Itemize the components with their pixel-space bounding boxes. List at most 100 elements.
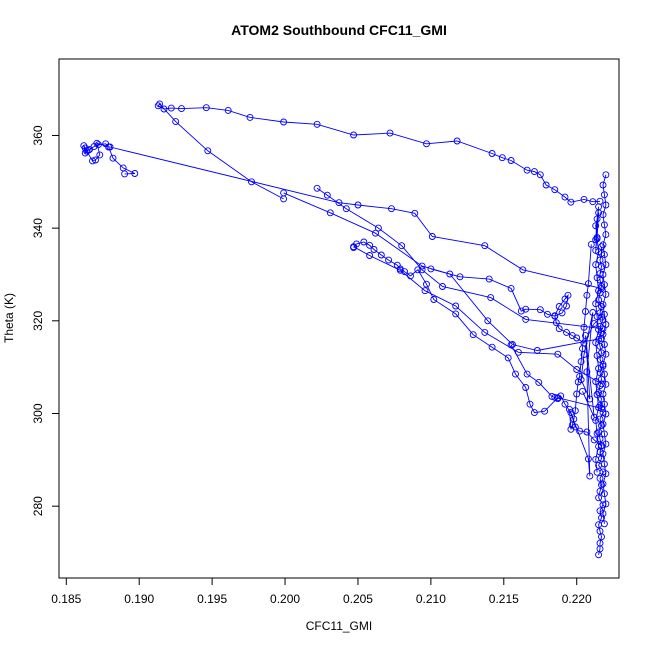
y-tick-label: 320 xyxy=(31,310,45,330)
data-point xyxy=(202,104,210,112)
data-point xyxy=(485,275,493,283)
data-point xyxy=(596,342,604,350)
data-point xyxy=(427,265,435,273)
data-point xyxy=(557,392,565,400)
x-tick-label: 0.220 xyxy=(562,592,592,606)
data-point xyxy=(582,332,589,340)
data-point xyxy=(596,527,604,535)
data-point xyxy=(596,474,604,482)
data-point xyxy=(598,334,605,342)
series-12 xyxy=(565,240,598,480)
data-point xyxy=(93,139,101,147)
data-point xyxy=(83,147,91,155)
data-point xyxy=(577,358,585,366)
series-1 xyxy=(154,100,604,206)
data-point xyxy=(428,233,436,240)
data-point xyxy=(600,430,608,438)
data-point xyxy=(89,157,96,165)
data-point xyxy=(573,390,581,398)
data-point xyxy=(602,470,610,478)
data-point xyxy=(350,131,358,139)
data-point xyxy=(600,520,608,528)
data-point xyxy=(579,387,586,395)
data-point xyxy=(602,201,610,209)
data-point xyxy=(600,281,608,289)
data-point xyxy=(592,261,600,269)
series-8 xyxy=(507,341,605,450)
data-point xyxy=(576,427,584,435)
data-point xyxy=(568,421,576,429)
data-point xyxy=(582,308,589,315)
data-point xyxy=(595,326,603,334)
data-point xyxy=(172,118,180,126)
data-point xyxy=(421,287,429,295)
x-tick-label: 0.185 xyxy=(51,592,81,606)
data-point xyxy=(398,242,406,250)
data-point xyxy=(452,310,460,318)
data-point xyxy=(599,241,607,249)
data-point xyxy=(592,222,600,230)
data-point xyxy=(592,339,600,347)
data-point xyxy=(418,266,426,274)
data-point xyxy=(154,102,162,110)
data-point xyxy=(580,351,588,359)
data-point xyxy=(481,328,489,336)
x-tick-label: 0.205 xyxy=(343,592,373,606)
x-tick-label: 0.215 xyxy=(489,592,519,606)
data-point xyxy=(507,157,515,164)
data-point xyxy=(598,395,605,403)
data-point xyxy=(246,113,254,121)
data-point xyxy=(596,539,604,547)
y-axis-label: Theta (K) xyxy=(2,293,16,343)
data-point xyxy=(599,450,607,458)
data-point xyxy=(160,105,168,113)
data-point xyxy=(596,369,604,377)
data-point xyxy=(507,341,515,349)
data-point xyxy=(602,231,610,239)
data-point xyxy=(558,309,566,317)
data-point xyxy=(561,193,569,201)
data-point xyxy=(592,246,600,254)
data-point xyxy=(600,221,608,229)
data-point xyxy=(602,171,610,179)
data-point xyxy=(593,429,601,437)
data-point xyxy=(602,440,610,448)
data-point xyxy=(595,389,603,397)
data-point xyxy=(504,354,512,362)
data-point xyxy=(386,129,394,137)
data-point xyxy=(385,256,393,264)
data-point xyxy=(407,272,414,280)
data-point xyxy=(595,287,603,295)
data-point xyxy=(167,104,175,112)
series-line xyxy=(353,246,602,385)
y-tick-label: 340 xyxy=(31,218,45,238)
data-point xyxy=(599,480,607,488)
data-point xyxy=(599,211,607,219)
data-point xyxy=(517,307,525,315)
data-point xyxy=(522,305,530,313)
data-point xyxy=(102,140,110,148)
data-point xyxy=(595,494,603,502)
data-point xyxy=(600,400,608,408)
data-point xyxy=(372,229,379,237)
data-point xyxy=(131,170,139,177)
data-point xyxy=(370,246,378,253)
data-point xyxy=(522,384,530,391)
data-point xyxy=(530,168,538,176)
data-point xyxy=(366,241,374,249)
data-point xyxy=(593,274,601,282)
data-point xyxy=(567,425,575,433)
data-point xyxy=(598,481,605,489)
data-point xyxy=(326,209,334,217)
series-line xyxy=(602,174,607,524)
data-point xyxy=(536,306,544,314)
data-point xyxy=(430,296,438,303)
x-tick-label: 0.190 xyxy=(124,592,154,606)
data-point xyxy=(81,149,89,157)
data-point xyxy=(526,400,534,408)
data-point xyxy=(92,156,99,164)
series-layer xyxy=(80,100,610,559)
data-point xyxy=(599,360,607,368)
data-point xyxy=(374,224,382,232)
series-line xyxy=(157,103,601,203)
